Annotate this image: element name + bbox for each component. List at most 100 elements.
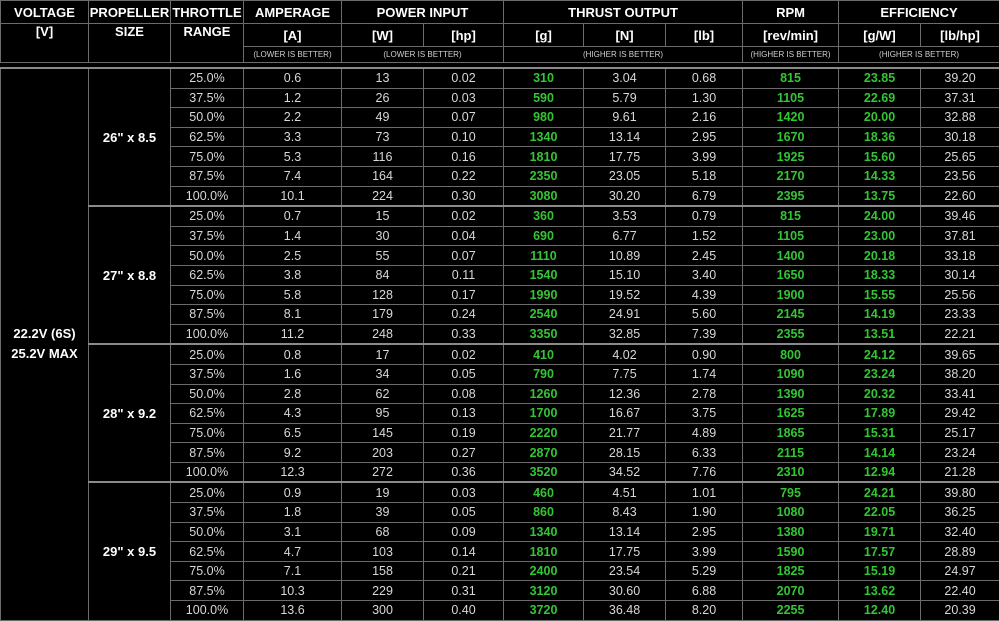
power-w-cell: 84 <box>342 265 424 285</box>
amperage-cell: 2.5 <box>244 246 342 266</box>
rpm-cell: 815 <box>743 206 839 226</box>
power-w-cell: 39 <box>342 503 424 523</box>
thrust-n-cell: 19.52 <box>584 285 666 305</box>
unit-eff-lbhp: [lb/hp] <box>921 24 999 47</box>
throttle-cell: 100.0% <box>171 462 244 482</box>
propeller-size-cell: 27" x 8.8 <box>89 206 171 344</box>
rpm-cell: 1380 <box>743 522 839 542</box>
eff-gw-cell: 13.62 <box>839 581 921 601</box>
power-hp-cell: 0.02 <box>424 68 504 88</box>
voltage-label: 22.2V (6S) <box>1 324 88 344</box>
thrust-n-cell: 30.60 <box>584 581 666 601</box>
amperage-cell: 9.2 <box>244 443 342 463</box>
thrust-lb-cell: 8.20 <box>666 601 743 621</box>
power-hp-cell: 0.30 <box>424 186 504 206</box>
rpm-cell: 1865 <box>743 423 839 443</box>
thrust-lb-cell: 3.40 <box>666 265 743 285</box>
power-w-cell: 30 <box>342 226 424 246</box>
thrust-lb-cell: 1.90 <box>666 503 743 523</box>
rpm-cell: 1590 <box>743 542 839 562</box>
amperage-cell: 0.6 <box>244 68 342 88</box>
thrust-n-cell: 30.20 <box>584 186 666 206</box>
thrust-lb-cell: 3.75 <box>666 404 743 424</box>
header-rpm: RPM <box>743 1 839 24</box>
eff-lbhp-cell: 25.56 <box>921 285 999 305</box>
thrust-g-cell: 310 <box>504 68 584 88</box>
power-w-cell: 49 <box>342 108 424 128</box>
eff-lbhp-cell: 37.81 <box>921 226 999 246</box>
amperage-cell: 11.2 <box>244 324 342 344</box>
eff-gw-cell: 13.75 <box>839 186 921 206</box>
thrust-g-cell: 1540 <box>504 265 584 285</box>
rpm-cell: 1420 <box>743 108 839 128</box>
power-hp-cell: 0.04 <box>424 226 504 246</box>
power-hp-cell: 0.24 <box>424 305 504 325</box>
amperage-cell: 5.3 <box>244 147 342 167</box>
eff-gw-cell: 23.24 <box>839 364 921 384</box>
thrust-n-cell: 3.04 <box>584 68 666 88</box>
throttle-cell: 37.5% <box>171 364 244 384</box>
header-throttle: THROTTLE <box>171 1 244 24</box>
thrust-g-cell: 690 <box>504 226 584 246</box>
unit-thrust-n: [N] <box>584 24 666 47</box>
eff-lbhp-cell: 25.65 <box>921 147 999 167</box>
thrust-n-cell: 36.48 <box>584 601 666 621</box>
rpm-cell: 2070 <box>743 581 839 601</box>
power-w-cell: 73 <box>342 127 424 147</box>
power-w-cell: 128 <box>342 285 424 305</box>
power-w-cell: 203 <box>342 443 424 463</box>
rpm-cell: 1080 <box>743 503 839 523</box>
thrust-lb-cell: 5.60 <box>666 305 743 325</box>
amperage-cell: 3.1 <box>244 522 342 542</box>
header-thrust-output: THRUST OUTPUT <box>504 1 743 24</box>
amperage-cell: 2.8 <box>244 384 342 404</box>
thrust-lb-cell: 2.45 <box>666 246 743 266</box>
thrust-n-cell: 8.43 <box>584 503 666 523</box>
thrust-lb-cell: 2.95 <box>666 522 743 542</box>
thrust-lb-cell: 1.30 <box>666 88 743 108</box>
thrust-n-cell: 21.77 <box>584 423 666 443</box>
eff-lbhp-cell: 28.89 <box>921 542 999 562</box>
thrust-n-cell: 24.91 <box>584 305 666 325</box>
eff-gw-cell: 18.33 <box>839 265 921 285</box>
thrust-g-cell: 1110 <box>504 246 584 266</box>
power-hp-cell: 0.11 <box>424 265 504 285</box>
table-header: VOLTAGE PROPELLER THROTTLE AMPERAGE POWE… <box>1 1 999 69</box>
throttle-cell: 75.0% <box>171 147 244 167</box>
power-w-cell: 179 <box>342 305 424 325</box>
unit-eff-gw: [g/W] <box>839 24 921 47</box>
power-hp-cell: 0.02 <box>424 344 504 364</box>
throttle-cell: 50.0% <box>171 522 244 542</box>
eff-gw-cell: 12.94 <box>839 462 921 482</box>
eff-lbhp-cell: 22.21 <box>921 324 999 344</box>
thrust-lb-cell: 1.52 <box>666 226 743 246</box>
rpm-cell: 815 <box>743 68 839 88</box>
rpm-cell: 1105 <box>743 226 839 246</box>
thrust-g-cell: 1990 <box>504 285 584 305</box>
thrust-n-cell: 32.85 <box>584 324 666 344</box>
thrust-lb-cell: 2.95 <box>666 127 743 147</box>
eff-gw-cell: 24.00 <box>839 206 921 226</box>
throttle-cell: 50.0% <box>171 108 244 128</box>
throttle-cell: 87.5% <box>171 581 244 601</box>
note-rpm: (HIGHER IS BETTER) <box>743 47 839 63</box>
throttle-cell: 87.5% <box>171 443 244 463</box>
throttle-cell: 25.0% <box>171 206 244 226</box>
rpm-cell: 2145 <box>743 305 839 325</box>
thrust-g-cell: 460 <box>504 482 584 502</box>
thrust-n-cell: 23.05 <box>584 166 666 186</box>
eff-gw-cell: 12.40 <box>839 601 921 621</box>
eff-lbhp-cell: 23.24 <box>921 443 999 463</box>
thrust-n-cell: 17.75 <box>584 147 666 167</box>
eff-lbhp-cell: 23.33 <box>921 305 999 325</box>
unit-thrust-g: [g] <box>504 24 584 47</box>
eff-gw-cell: 15.60 <box>839 147 921 167</box>
thrust-lb-cell: 0.90 <box>666 344 743 364</box>
power-hp-cell: 0.03 <box>424 482 504 502</box>
power-hp-cell: 0.05 <box>424 503 504 523</box>
thrust-g-cell: 1340 <box>504 127 584 147</box>
power-hp-cell: 0.33 <box>424 324 504 344</box>
